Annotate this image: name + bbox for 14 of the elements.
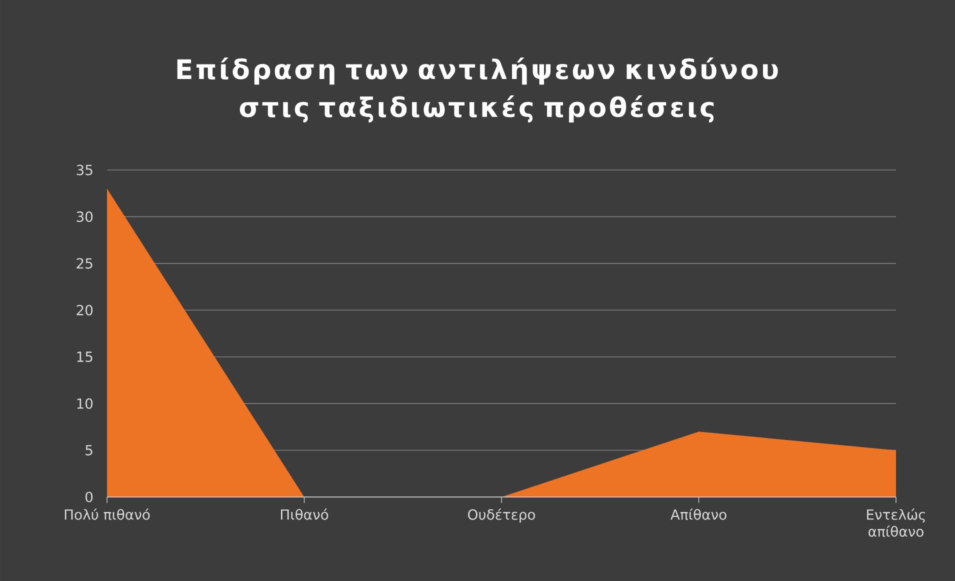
y-tick-label: 15 xyxy=(77,352,92,362)
y-tick-label: 30 xyxy=(76,211,93,222)
x-tick-label: Εντελώς απίθανο xyxy=(867,508,925,537)
y-tick-label: 25 xyxy=(76,258,92,269)
chart-title: Επίδραση των αντιλήψεων κινδύνου στις ταξιδιωτικές προθέσεις xyxy=(177,58,778,122)
x-tick-label: Απίθανο xyxy=(670,508,726,520)
x-tick-label: Πιθανό xyxy=(281,508,328,520)
y-tick-label: 5 xyxy=(86,445,92,456)
y-tick-label: 10 xyxy=(77,398,93,409)
y-tick-label: 0 xyxy=(86,492,93,502)
y-tick-label: 20 xyxy=(76,304,93,316)
x-tick-label: Ουδέτερο xyxy=(468,508,535,523)
x-tick-label: Πολύ πιθανό xyxy=(64,508,150,520)
y-tick-label: 35 xyxy=(76,164,92,176)
